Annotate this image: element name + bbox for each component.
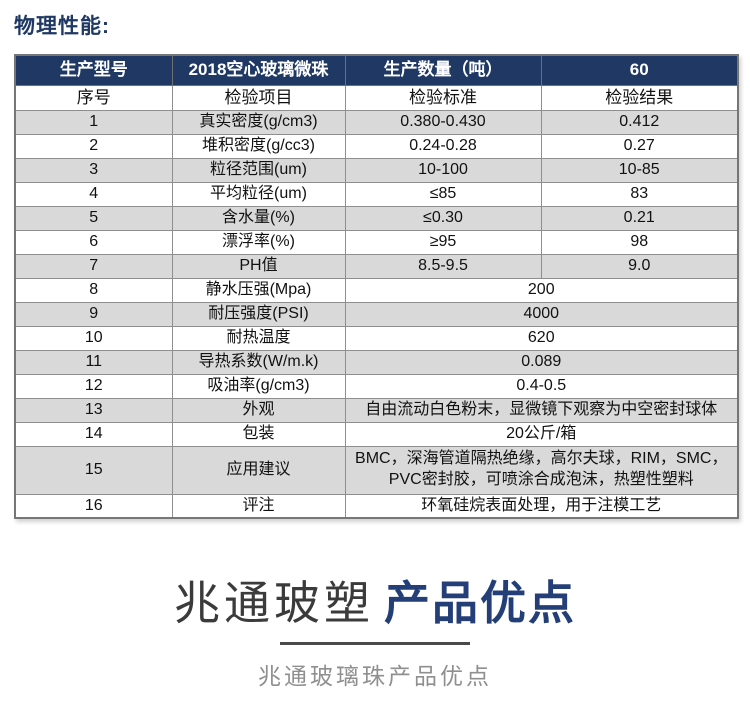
header-cell-model-label: 生产型号 xyxy=(14,54,173,86)
table-row: 14 包装 20公斤/箱 xyxy=(14,421,739,447)
standard-cell: ≤0.30 xyxy=(344,205,542,231)
subheader-result: 检验结果 xyxy=(540,84,739,111)
row-number-cell: 11 xyxy=(14,349,173,375)
headline: 产品优点 xyxy=(384,577,576,629)
spec-table: 生产型号 2018空心玻璃微珠 生产数量（吨） 60 序号 检验项目 检验标准 … xyxy=(14,54,739,520)
item-cell: PH值 xyxy=(171,253,346,279)
row-number-cell: 5 xyxy=(14,205,173,231)
row-number-cell: 10 xyxy=(14,325,173,351)
merged-value-cell: 20公斤/箱 xyxy=(344,421,739,447)
table-row: 9 耐压强度(PSI) 4000 xyxy=(14,301,739,327)
footer-subtitle: 兆通玻璃珠产品优点 xyxy=(258,663,492,690)
table-subheader-row: 序号 检验项目 检验标准 检验结果 xyxy=(14,84,739,111)
header-cell-qty-value: 60 xyxy=(540,54,739,86)
row-number-cell: 9 xyxy=(14,301,173,327)
standard-cell: ≥95 xyxy=(344,229,542,255)
standard-cell: 10-100 xyxy=(344,157,542,183)
footer-section: 兆通玻塑 产品优点 兆通玻璃珠产品优点 xyxy=(0,576,750,691)
table-row: 13 外观 自由流动白色粉末，显微镜下观察为中空密封球体 xyxy=(14,397,739,423)
item-cell: 含水量(%) xyxy=(171,205,346,231)
row-number-cell: 2 xyxy=(14,133,173,159)
standard-cell: 8.5-9.5 xyxy=(344,253,542,279)
table-row: 10 耐热温度 620 xyxy=(14,325,739,351)
item-cell: 评注 xyxy=(171,493,346,519)
item-cell: 吸油率(g/cm3) xyxy=(171,373,346,399)
result-cell: 9.0 xyxy=(540,253,739,279)
result-cell: 0.27 xyxy=(540,133,739,159)
row-number-cell: 12 xyxy=(14,373,173,399)
result-cell: 83 xyxy=(540,181,739,207)
table-row: 16 评注 环氧硅烷表面处理，用于注模工艺 xyxy=(14,493,739,519)
table-row: 4 平均粒径(um) ≤85 83 xyxy=(14,181,739,207)
item-cell: 平均粒径(um) xyxy=(171,181,346,207)
row-number-cell: 14 xyxy=(14,421,173,447)
table-row: 6 漂浮率(%) ≥95 98 xyxy=(14,229,739,255)
table-row: 12 吸油率(g/cm3) 0.4-0.5 xyxy=(14,373,739,399)
table-row: 2 堆积密度(g/cc3) 0.24-0.28 0.27 xyxy=(14,133,739,159)
header-cell-qty-label: 生产数量（吨） xyxy=(344,54,542,86)
item-cell: 堆积密度(g/cc3) xyxy=(171,133,346,159)
table-row: 7 PH值 8.5-9.5 9.0 xyxy=(14,253,739,279)
subheader-standard: 检验标准 xyxy=(344,84,542,111)
item-cell: 粒径范围(um) xyxy=(171,157,346,183)
row-number-cell: 6 xyxy=(14,229,173,255)
row-number-cell: 16 xyxy=(14,493,173,519)
item-cell: 外观 xyxy=(171,397,346,423)
row-number-cell: 4 xyxy=(14,181,173,207)
item-cell: 导热系数(W/m.k) xyxy=(171,349,346,375)
merged-value-cell: BMC，深海管道隔热绝缘，高尔夫球，RIM，SMC，PVC密封胶，可喷涂合成泡沫… xyxy=(344,445,739,495)
table-row: 1 真实密度(g/cm3) 0.380-0.430 0.412 xyxy=(14,109,739,135)
item-cell: 包装 xyxy=(171,421,346,447)
footer-title: 兆通玻塑 产品优点 xyxy=(0,576,750,631)
result-cell: 0.21 xyxy=(540,205,739,231)
merged-value-cell: 自由流动白色粉末，显微镜下观察为中空密封球体 xyxy=(344,397,739,423)
page-title: 物理性能: xyxy=(14,15,110,38)
subheader-no: 序号 xyxy=(14,84,173,111)
item-cell: 耐热温度 xyxy=(171,325,346,351)
row-number-cell: 3 xyxy=(14,157,173,183)
standard-cell: 0.24-0.28 xyxy=(344,133,542,159)
merged-value-cell: 200 xyxy=(344,277,739,303)
table-row: 11 导热系数(W/m.k) 0.089 xyxy=(14,349,739,375)
item-cell: 真实密度(g/cm3) xyxy=(171,109,346,135)
result-cell: 10-85 xyxy=(540,157,739,183)
divider-line xyxy=(280,642,470,646)
table-row: 8 静水压强(Mpa) 200 xyxy=(14,277,739,303)
table-row: 15 应用建议 BMC，深海管道隔热绝缘，高尔夫球，RIM，SMC，PVC密封胶… xyxy=(14,445,739,495)
merged-value-cell: 620 xyxy=(344,325,739,351)
row-number-cell: 8 xyxy=(14,277,173,303)
standard-cell: ≤85 xyxy=(344,181,542,207)
item-cell: 静水压强(Mpa) xyxy=(171,277,346,303)
subheader-item: 检验项目 xyxy=(171,84,346,111)
merged-value-cell: 0.4-0.5 xyxy=(344,373,739,399)
item-cell: 耐压强度(PSI) xyxy=(171,301,346,327)
table-row: 3 粒径范围(um) 10-100 10-85 xyxy=(14,157,739,183)
standard-cell: 0.380-0.430 xyxy=(344,109,542,135)
merged-value-cell: 环氧硅烷表面处理，用于注模工艺 xyxy=(344,493,739,519)
item-cell: 应用建议 xyxy=(171,445,346,495)
row-number-cell: 13 xyxy=(14,397,173,423)
row-number-cell: 15 xyxy=(14,445,173,495)
table-header-row: 生产型号 2018空心玻璃微珠 生产数量（吨） 60 xyxy=(14,54,739,86)
row-number-cell: 1 xyxy=(14,109,173,135)
result-cell: 0.412 xyxy=(540,109,739,135)
merged-value-cell: 0.089 xyxy=(344,349,739,375)
merged-value-cell: 4000 xyxy=(344,301,739,327)
result-cell: 98 xyxy=(540,229,739,255)
brand-name: 兆通玻塑 xyxy=(174,577,374,629)
table-row: 5 含水量(%) ≤0.30 0.21 xyxy=(14,205,739,231)
item-cell: 漂浮率(%) xyxy=(171,229,346,255)
row-number-cell: 7 xyxy=(14,253,173,279)
header-cell-model-value: 2018空心玻璃微珠 xyxy=(171,54,346,86)
